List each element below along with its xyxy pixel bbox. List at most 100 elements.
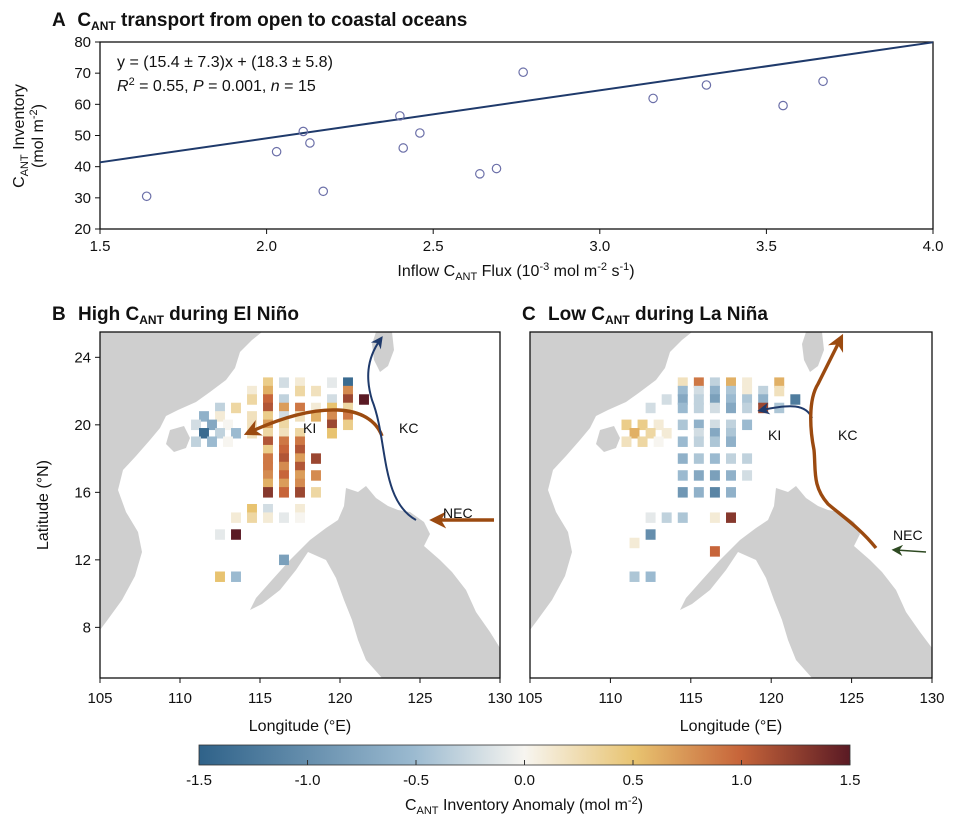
colorbar-tick-label: 0.5 — [623, 772, 644, 789]
colorbar-tick-label: -0.5 — [403, 772, 429, 789]
label-ki: KI — [768, 427, 781, 443]
label-nec: NEC — [443, 505, 473, 521]
y-tick-label: 60 — [74, 96, 91, 113]
anomaly-cell — [709, 546, 720, 557]
anomaly-cell — [677, 377, 688, 388]
anomaly-cell — [311, 402, 321, 414]
anomaly-cell — [677, 385, 688, 397]
panel-a-title: A CANT transport from open to coastal oc… — [52, 10, 467, 33]
anomaly-cell — [621, 419, 632, 431]
anomaly-cell — [311, 470, 321, 481]
label-ki: KI — [303, 420, 316, 436]
anomaly-cell — [621, 436, 632, 447]
anomaly-cell — [279, 554, 289, 566]
anomaly-cell — [693, 385, 704, 397]
x-tick-label: 110 — [168, 690, 192, 707]
scatter-point — [141, 191, 152, 202]
anomaly-cell — [207, 419, 217, 431]
anomaly-cell — [207, 436, 217, 447]
colorbar-ticks: -1.5 -1.0 -0.5 0.0 0.5 1.0 1.5 — [186, 760, 860, 789]
y-tick-label: 20 — [74, 221, 91, 238]
anomaly-cell — [263, 461, 273, 473]
anomaly-cell — [263, 411, 273, 422]
anomaly-cell — [742, 453, 753, 464]
panel-c: C Low CANT during La Niña KI KC NEC 105 1… — [517, 304, 944, 735]
label-kc: KC — [838, 427, 857, 443]
scatter-point — [475, 169, 485, 179]
fit-equation: y = (15.4 ± 7.3)x + (18.3 ± 5.8) — [117, 54, 333, 71]
panel-b: B High CANT during El Niño KI KC NEC 8 12… — [35, 304, 513, 735]
anomaly-cell — [215, 402, 225, 414]
scatter-points — [141, 67, 828, 202]
kc-current-arrow — [809, 333, 878, 550]
anomaly-cell — [295, 487, 305, 498]
anomaly-cell — [279, 444, 289, 456]
x-tick-label: 120 — [759, 690, 784, 707]
panel-b-cells — [191, 377, 369, 582]
x-tick-label: 2.0 — [256, 238, 277, 255]
anomaly-cell — [693, 394, 704, 405]
y-tick-label: 16 — [74, 484, 91, 501]
anomaly-cell — [629, 537, 640, 549]
x-tick-label: 105 — [517, 690, 542, 707]
colorbar-tick-label: 1.5 — [840, 772, 861, 789]
panel-a-xlabel: Inflow CANT Flux (10-3 mol m-2 s-1) — [397, 261, 634, 283]
anomaly-cell — [343, 394, 353, 405]
y-tick-label: 8 — [83, 619, 91, 636]
panel-c-cells — [621, 377, 801, 582]
anomaly-cell — [247, 394, 257, 405]
anomaly-cell — [742, 419, 753, 431]
x-tick-label: 110 — [598, 690, 622, 707]
anomaly-cell — [231, 512, 241, 523]
x-tick-label: 105 — [87, 690, 112, 707]
y-tick-label: 30 — [74, 190, 91, 207]
anomaly-cell — [758, 385, 769, 397]
anomaly-cell — [677, 419, 688, 431]
anomaly-cell — [677, 436, 688, 447]
anomaly-cell — [726, 436, 736, 447]
anomaly-cell — [295, 402, 305, 414]
anomaly-cell — [295, 453, 305, 464]
anomaly-cell — [709, 453, 720, 464]
colorbar-tick-label: 0.0 — [514, 772, 535, 789]
label-kc: KC — [399, 420, 418, 436]
anomaly-cell — [637, 436, 648, 447]
anomaly-cell — [709, 377, 720, 388]
x-tick-label: 1.5 — [90, 238, 111, 255]
anomaly-cell — [279, 461, 289, 473]
scatter-point — [305, 138, 315, 148]
anomaly-cell — [343, 385, 353, 397]
anomaly-cell — [263, 444, 273, 456]
anomaly-cell — [263, 428, 273, 439]
colorbar-label: CANT Inventory Anomaly (mol m-2) — [405, 795, 643, 817]
anomaly-cell — [295, 512, 305, 523]
anomaly-cell — [343, 377, 353, 388]
anomaly-cell — [279, 487, 289, 498]
anomaly-cell — [231, 428, 241, 439]
anomaly-cell — [774, 377, 785, 388]
anomaly-cell — [295, 470, 305, 481]
anomaly-cell — [295, 436, 305, 447]
y-tick-label: 50 — [74, 128, 91, 145]
colorbar-tick-label: 1.0 — [731, 772, 752, 789]
anomaly-cell — [263, 402, 273, 414]
anomaly-cell — [263, 478, 273, 490]
kc-current-arrow — [367, 336, 417, 521]
nec-current-arrow — [891, 544, 927, 557]
anomaly-cell — [790, 394, 801, 405]
x-tick-label: 125 — [839, 690, 864, 707]
anomaly-cell — [223, 419, 233, 431]
anomaly-cell — [637, 419, 648, 431]
anomaly-cell — [279, 419, 289, 431]
colorbar-tick-label: -1.5 — [186, 772, 212, 789]
y-tick-label: 80 — [74, 34, 91, 51]
panel-a-x-ticks: 1.5 2.0 2.5 3.0 3.5 4.0 — [90, 229, 943, 255]
anomaly-cell — [693, 453, 704, 464]
anomaly-cell — [693, 428, 704, 439]
anomaly-cell — [343, 402, 353, 414]
anomaly-cell — [709, 512, 720, 523]
anomaly-cell — [263, 512, 273, 523]
panel-c-xlabel: Longitude (°E) — [680, 718, 782, 735]
land-mass — [530, 332, 932, 678]
